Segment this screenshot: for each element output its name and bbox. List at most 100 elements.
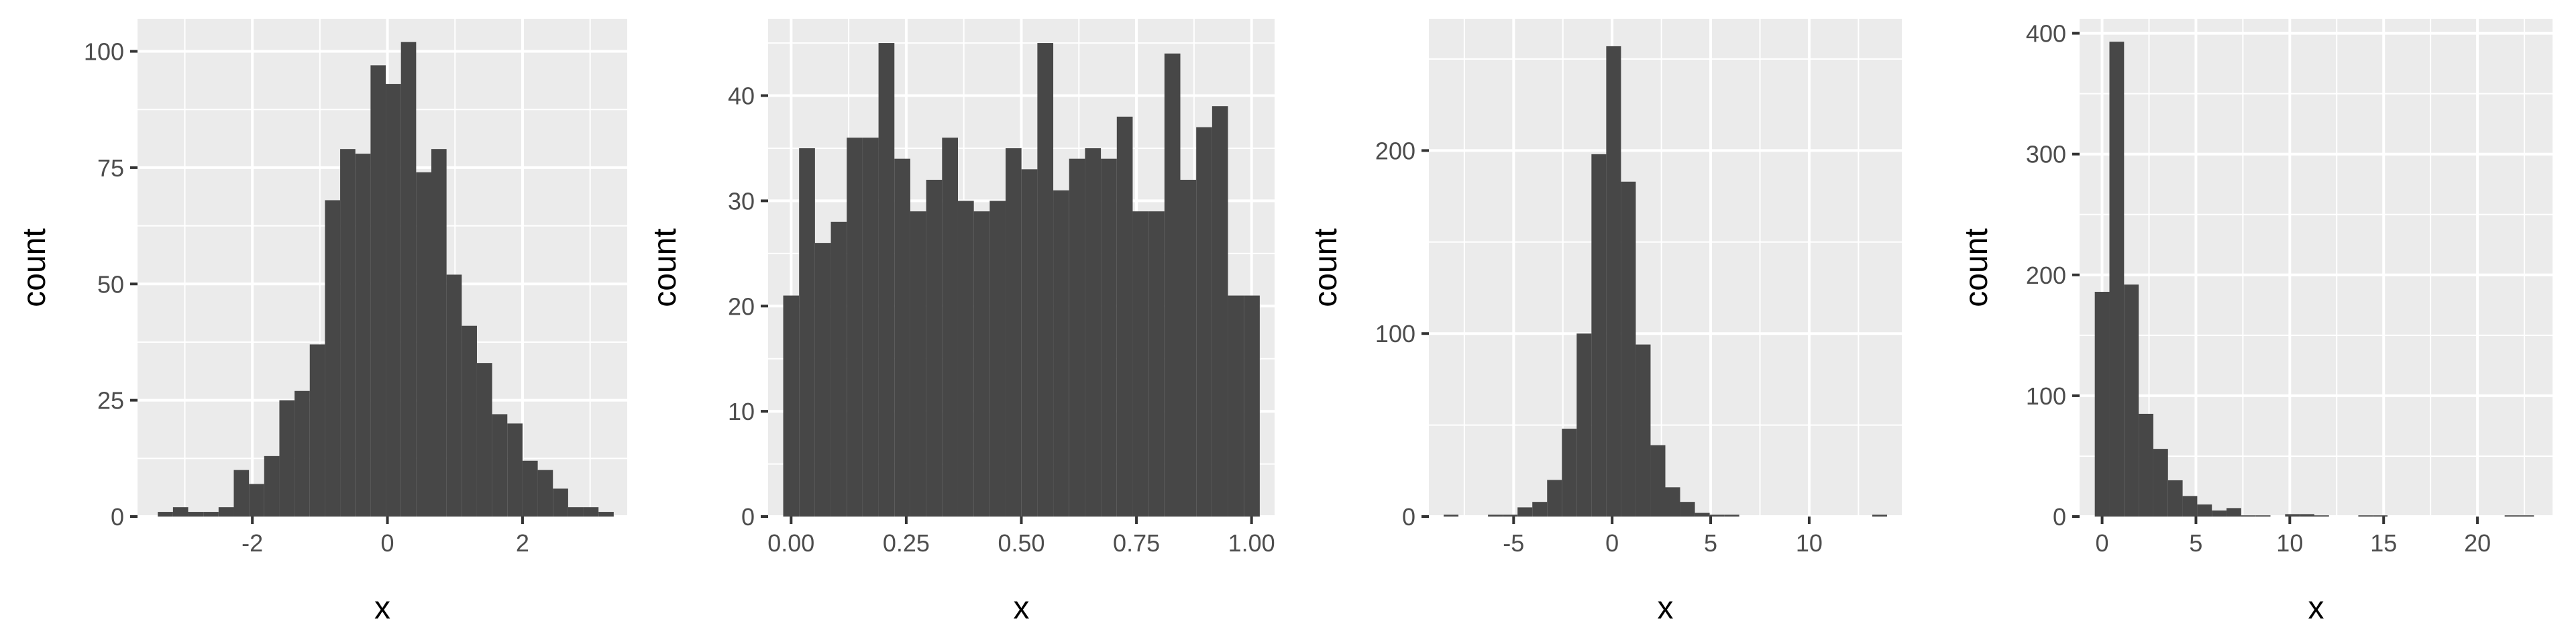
histogram-bar <box>1021 169 1038 517</box>
histogram-bar <box>1709 515 1725 517</box>
histogram-bar <box>1532 502 1548 517</box>
histogram-bar <box>2124 284 2139 517</box>
histogram-bar <box>1576 333 1592 517</box>
histogram-bar <box>2241 515 2256 517</box>
histogram-bar <box>1503 515 1518 517</box>
histogram-bar <box>878 43 895 517</box>
histogram-bar <box>218 507 234 517</box>
histogram-bar <box>1053 190 1069 517</box>
y-tick-label: 0 <box>2053 503 2066 531</box>
histogram-bar <box>1621 181 1636 517</box>
x-tick-label: 5 <box>1704 529 1717 557</box>
x-axis-title: x <box>1658 590 1674 626</box>
histogram-bar <box>2519 515 2534 517</box>
x-tick-label: 20 <box>2464 529 2491 557</box>
histogram-bar <box>1164 53 1181 517</box>
histogram-bar <box>294 390 310 517</box>
histogram-bar <box>2285 514 2300 517</box>
histogram-bar <box>1488 515 1503 517</box>
y-axis-title: count <box>17 228 52 307</box>
histogram-bar <box>1228 295 1244 517</box>
histogram-bar <box>989 201 1006 517</box>
histogram-bar <box>2197 504 2212 517</box>
histogram-bar <box>862 138 879 517</box>
histogram-bar <box>1547 480 1562 517</box>
histogram-bar <box>203 512 219 517</box>
x-tick-label: 0 <box>381 529 394 557</box>
histogram-bar <box>2139 413 2153 517</box>
histogram-bar <box>1635 344 1651 517</box>
histogram-bar <box>910 211 926 517</box>
histogram-bar <box>1069 158 1085 517</box>
histogram-bar <box>1148 211 1165 517</box>
histogram-bar <box>431 149 447 517</box>
histogram-bar <box>1665 487 1680 517</box>
histogram-bar <box>2300 514 2314 517</box>
x-tick-label: -5 <box>1503 529 1524 557</box>
x-tick-label: 0 <box>2096 529 2109 557</box>
histogram-bar <box>1180 180 1197 517</box>
histogram-bar <box>370 65 386 517</box>
y-tick-label: 100 <box>84 38 124 66</box>
y-tick-label: 50 <box>97 270 124 298</box>
y-axis-title: count <box>1308 228 1344 307</box>
x-tick-label: 10 <box>1796 529 1823 557</box>
histogram-bar <box>325 200 341 517</box>
histogram-bar <box>2314 515 2329 517</box>
x-tick-label: -2 <box>241 529 263 557</box>
x-axis-title: x <box>1014 590 1030 626</box>
histogram-bar <box>1116 116 1133 517</box>
histogram-bar <box>568 507 584 517</box>
y-tick-label: 20 <box>728 292 755 320</box>
histogram-panel-2: 0.00 0.25 0.50 0.75 1.00 0 10 20 30 40 x count <box>647 19 1275 626</box>
histogram-bar <box>416 172 431 517</box>
histogram-panel-1: -2 0 2 0 25 50 75 100 x count <box>17 19 627 626</box>
panel-background <box>2080 19 2553 517</box>
histogram-bar <box>1444 515 1459 517</box>
histogram-bar <box>1212 106 1228 517</box>
y-tick-label: 30 <box>728 187 755 215</box>
histogram-bar <box>2373 515 2388 517</box>
histogram-bar <box>462 325 477 517</box>
histogram-bar <box>1724 515 1739 517</box>
histogram-bar <box>1695 513 1710 517</box>
histogram-bar <box>553 488 568 517</box>
x-axis-title: x <box>374 590 390 626</box>
histogram-bar <box>847 138 863 517</box>
histogram-bar <box>340 149 356 517</box>
histogram-bar <box>386 84 401 517</box>
x-tick-label: 1.00 <box>1228 529 1275 557</box>
histogram-bar <box>1244 295 1260 517</box>
histogram-bar <box>279 400 295 517</box>
histogram-bar <box>2182 496 2198 517</box>
y-tick-label: 300 <box>2026 141 2066 168</box>
histogram-bar <box>1591 154 1607 517</box>
y-tick-label: 0 <box>741 503 755 531</box>
y-axis-title: count <box>647 228 683 307</box>
x-tick-label: 0 <box>1605 529 1619 557</box>
histogram-bar <box>1606 46 1621 517</box>
histogram-bar <box>355 154 371 517</box>
histogram-bar <box>2358 515 2373 517</box>
histogram-bar <box>1006 148 1022 517</box>
histogram-bar <box>249 484 264 517</box>
histogram-bar <box>1037 43 1054 517</box>
histogram-bar <box>158 512 173 517</box>
histogram-bar <box>2094 292 2110 517</box>
y-tick-label: 0 <box>1402 503 1415 531</box>
histogram-bar <box>537 470 553 517</box>
y-tick-label: 100 <box>2026 382 2066 410</box>
histogram-bar <box>233 470 250 517</box>
histogram-bar <box>1196 127 1212 517</box>
histogram-bar <box>1101 158 1117 517</box>
histogram-bar <box>2226 508 2241 517</box>
x-tick-label: 5 <box>2189 529 2202 557</box>
y-tick-label: 200 <box>2026 262 2066 289</box>
histogram-bar <box>492 414 508 517</box>
histogram-bar <box>1872 515 1887 517</box>
histogram-bar <box>598 512 614 517</box>
y-axis-title: count <box>1959 228 1994 307</box>
